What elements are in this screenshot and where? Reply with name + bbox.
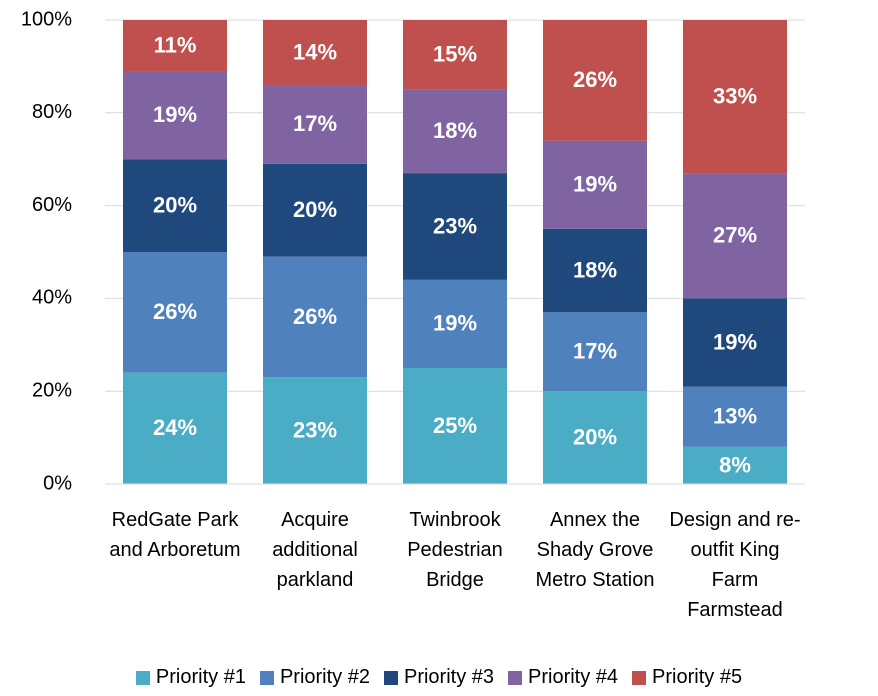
- value-label: 8%: [719, 452, 751, 477]
- value-label: 20%: [293, 197, 337, 222]
- y-tick-label: 100%: [21, 8, 72, 30]
- value-label: 26%: [573, 67, 617, 92]
- x-tick-label: Twinbrook Pedestrian Bridge: [407, 509, 503, 591]
- legend-item: Priority #5: [632, 666, 742, 689]
- legend-swatch: [632, 670, 647, 685]
- legend-label: Priority #4: [528, 666, 619, 688]
- value-label: 27%: [713, 223, 757, 248]
- bar-segment: [683, 446, 787, 484]
- value-label: 18%: [573, 257, 617, 282]
- value-label: 20%: [153, 192, 197, 217]
- legend-label: Priority #3: [403, 666, 495, 688]
- legend-item: Priority #3: [383, 666, 495, 689]
- bar-segment: [403, 20, 507, 90]
- x-tick-label: Annex the Shady Grove Metro Station: [535, 509, 655, 591]
- x-tick-label: RedGate Park and Arboretum: [109, 509, 241, 561]
- y-tick-label: 80%: [32, 101, 72, 123]
- bar-segment: [543, 20, 647, 141]
- legend-swatch: [383, 670, 398, 685]
- bar-segment: [683, 386, 787, 447]
- bar-segment: [263, 377, 367, 484]
- bar-segment: [123, 372, 227, 484]
- bar-segment: [403, 89, 507, 174]
- legend-item: Priority #4: [508, 666, 618, 689]
- bar-segment: [683, 20, 787, 174]
- value-label: 17%: [573, 339, 617, 364]
- bar-segment: [263, 256, 367, 378]
- legend-swatch: [135, 670, 150, 685]
- value-label: 15%: [433, 42, 477, 67]
- value-label: 25%: [433, 413, 477, 438]
- value-label: 23%: [433, 213, 477, 238]
- value-label: 26%: [153, 299, 197, 324]
- bar-segment: [543, 312, 647, 392]
- value-label: 13%: [713, 404, 757, 429]
- value-label: 24%: [153, 415, 197, 440]
- x-tick-label: Design and re-outfit King Farm Farmstead: [669, 509, 801, 621]
- bar-segment: [543, 228, 647, 313]
- value-label: 18%: [433, 118, 477, 143]
- y-tick-label: 60%: [32, 194, 72, 216]
- x-tick-label: Acquire additional parkland: [272, 509, 358, 591]
- value-label: 14%: [293, 39, 337, 64]
- legend-swatch: [259, 670, 274, 685]
- value-label: 20%: [573, 424, 617, 449]
- y-tick-label: 20%: [32, 379, 72, 401]
- value-label: 19%: [153, 102, 197, 127]
- value-label: 19%: [573, 172, 617, 197]
- value-label: 33%: [713, 83, 757, 108]
- bar-segment: [263, 163, 367, 257]
- legend-swatch: [508, 670, 523, 685]
- bar-segment: [123, 20, 227, 72]
- legend-label: Priority #2: [279, 666, 370, 688]
- legend-item: Priority #1: [135, 666, 246, 689]
- bar-segment: [543, 140, 647, 229]
- value-label: 19%: [433, 311, 477, 336]
- y-tick-label: 0%: [43, 472, 72, 494]
- value-label: 17%: [293, 111, 337, 136]
- legend: Priority #1 Priority #2 Priority #3 Priorit…: [0, 666, 878, 689]
- bar-segment: [263, 84, 367, 164]
- bar-segment: [403, 173, 507, 280]
- bar-segment: [683, 298, 787, 387]
- bar-segment: [403, 368, 507, 484]
- legend-label: Priority #5: [652, 666, 743, 688]
- bar-segment: [543, 391, 647, 484]
- value-label: 23%: [293, 417, 337, 442]
- bar-segment: [123, 71, 227, 160]
- value-label: 19%: [713, 329, 757, 354]
- y-tick-label: 40%: [32, 287, 72, 309]
- value-label: 11%: [154, 32, 197, 57]
- bar-segment: [683, 173, 787, 299]
- value-label: 26%: [293, 304, 337, 329]
- legend-item: Priority #2: [259, 666, 370, 689]
- bar-segment: [123, 159, 227, 252]
- bar-segment: [263, 20, 367, 85]
- bar-segment: [403, 279, 507, 368]
- bar-segment: [123, 252, 227, 373]
- legend-label: Priority #1: [155, 666, 246, 688]
